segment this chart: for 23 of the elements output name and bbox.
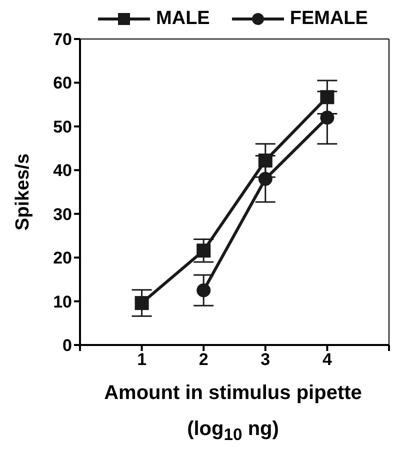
point [134,296,149,310]
y-tick-label: 20 [53,248,72,268]
point [258,154,272,168]
y-tick-label: 70 [53,30,72,50]
point [196,283,211,298]
y-tick-label: 30 [53,204,72,224]
point [258,172,272,186]
x-tick-label: 3 [260,350,270,370]
legend-label: MALE [155,8,210,30]
y-tick-label: 0 [62,336,72,356]
x-axis-title: Amount in stimulus pipette (log$_{10}$ ng) [103,381,363,446]
x-tick-label: 4 [322,350,332,370]
y-tick-label: 10 [53,292,72,312]
y-axis-title: Spikes/s [12,153,34,231]
y-tick-label: 60 [53,74,72,93]
point [320,90,334,104]
point [320,110,334,125]
x-tick-label: 2 [198,350,208,370]
y-tick-label: 50 [53,117,72,136]
point [196,244,211,258]
y-tick-label: 40 [53,161,72,180]
x-tick-label: 1 [137,350,147,370]
legend-label: FEMALE [288,8,368,30]
